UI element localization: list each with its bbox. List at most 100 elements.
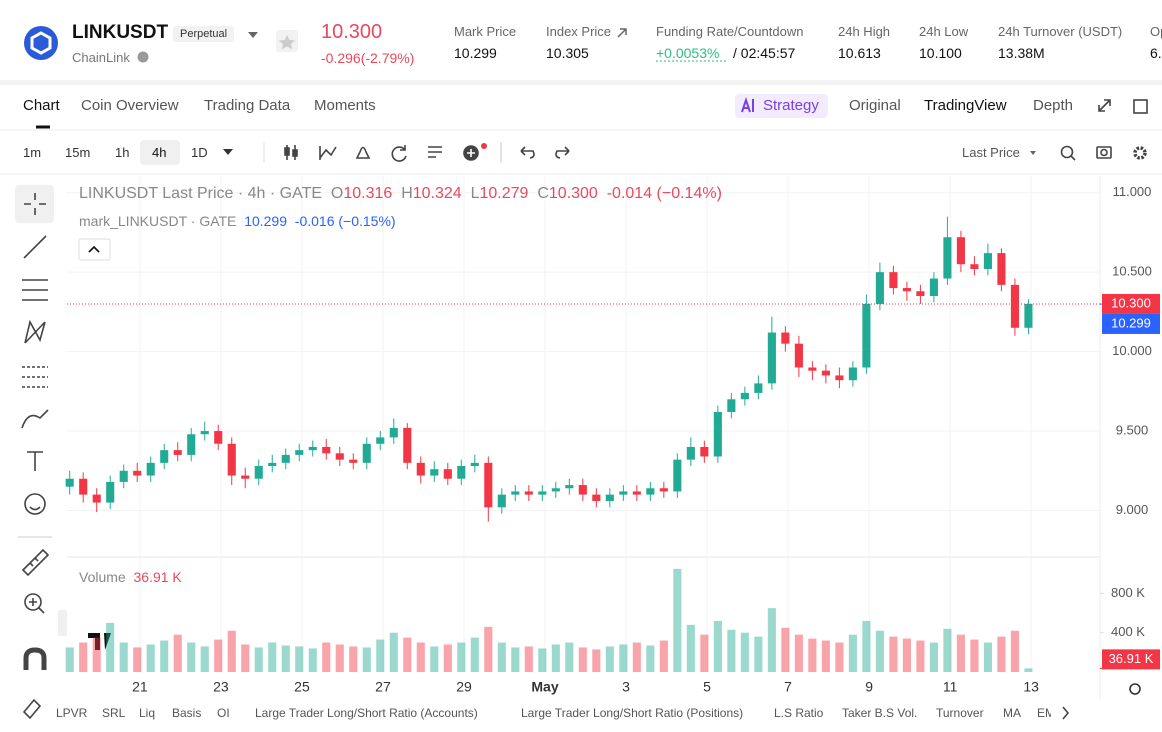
candle-body bbox=[767, 332, 776, 384]
legend-collapse-button[interactable] bbox=[78, 238, 111, 261]
volume-title: Volume bbox=[79, 569, 126, 585]
x-tick-label: May bbox=[531, 679, 558, 695]
candle-body bbox=[1024, 303, 1033, 328]
indicator[interactable]: Basis bbox=[172, 706, 202, 720]
indicator[interactable]: SRL bbox=[102, 706, 126, 720]
candle-body bbox=[835, 375, 844, 381]
replay-icon[interactable] bbox=[391, 145, 407, 162]
window-icon[interactable] bbox=[1133, 99, 1148, 114]
volume-bar bbox=[443, 644, 452, 672]
indicator[interactable]: L.S Ratio bbox=[774, 706, 824, 720]
view-button[interactable]: Depth bbox=[1033, 97, 1074, 114]
candle-body bbox=[821, 370, 830, 376]
candle-type-icon[interactable] bbox=[292, 149, 298, 157]
view-button[interactable]: Original bbox=[849, 97, 901, 114]
candle-body bbox=[862, 303, 871, 368]
coin-logo-mark bbox=[30, 31, 52, 55]
candle-type-icon[interactable] bbox=[284, 147, 290, 156]
indicator[interactable]: Turnover bbox=[936, 706, 984, 720]
volume-bar bbox=[214, 639, 223, 672]
volume-bar bbox=[659, 640, 668, 672]
interval[interactable]: 4h bbox=[152, 145, 167, 160]
toolbar-icons bbox=[284, 142, 1147, 163]
settings-icon[interactable] bbox=[1133, 146, 1147, 160]
indicator[interactable]: OI bbox=[217, 706, 230, 720]
ohlc-value: 10.316 bbox=[343, 185, 393, 202]
brush-tool[interactable] bbox=[21, 409, 49, 429]
stat-value: 13.38M bbox=[998, 45, 1045, 61]
projection-tool[interactable] bbox=[22, 366, 48, 388]
volume-bar bbox=[794, 634, 803, 672]
ohlc-key: H bbox=[401, 185, 413, 202]
x-tick-label: 9 bbox=[865, 679, 873, 695]
legend-change: -0.014 (−0.14%) bbox=[606, 185, 722, 202]
zoom-tool[interactable] bbox=[24, 593, 42, 611]
view-button[interactable]: Strategy bbox=[763, 97, 819, 114]
candle-body bbox=[322, 446, 331, 454]
view-button[interactable]: TradingView bbox=[924, 97, 1007, 114]
indicator[interactable]: Large Trader Long/Short Ratio (Positions… bbox=[521, 706, 744, 720]
candle-body bbox=[92, 494, 101, 503]
candle-body bbox=[524, 491, 533, 495]
volume-bar bbox=[173, 634, 182, 672]
interval-caret[interactable] bbox=[223, 149, 233, 155]
axis-settings-icon[interactable] bbox=[1129, 683, 1141, 695]
stat-value: 6. bbox=[1150, 45, 1162, 61]
pattern-tool[interactable] bbox=[24, 319, 46, 344]
candle-body bbox=[578, 485, 587, 495]
indicator-icon[interactable] bbox=[319, 146, 337, 160]
ohlc-key: O bbox=[330, 185, 344, 202]
magnet-tool[interactable] bbox=[23, 647, 47, 670]
undo-icon[interactable] bbox=[520, 146, 535, 159]
volume-bar bbox=[902, 638, 911, 672]
tab[interactable]: Moments bbox=[314, 97, 376, 114]
crosshair-tool[interactable] bbox=[24, 193, 46, 215]
stat-value: 10.305 bbox=[546, 45, 589, 61]
symbol-caret[interactable] bbox=[248, 32, 258, 38]
indicator[interactable]: Liq bbox=[139, 706, 156, 720]
measure-tool[interactable] bbox=[21, 548, 50, 577]
lock-tool[interactable] bbox=[22, 698, 42, 720]
camera-icon bbox=[1100, 148, 1108, 157]
price-type-caret[interactable] bbox=[1030, 151, 1036, 155]
tab[interactable]: Chart bbox=[23, 97, 60, 114]
candle-body bbox=[241, 475, 250, 479]
volume-bar bbox=[889, 636, 898, 672]
indicator[interactable]: Large Trader Long/Short Ratio (Accounts) bbox=[255, 706, 478, 720]
collapse-handle[interactable] bbox=[58, 610, 67, 636]
interval[interactable]: 1D bbox=[191, 145, 208, 160]
search-icon[interactable] bbox=[1060, 145, 1074, 159]
price-type[interactable]: Last Price bbox=[962, 145, 1020, 160]
interval[interactable]: 1m bbox=[23, 145, 42, 160]
info-icon[interactable] bbox=[137, 51, 149, 63]
volume-bar bbox=[470, 637, 479, 672]
x-tick-label: 21 bbox=[132, 679, 148, 695]
indicator[interactable]: MA bbox=[1003, 706, 1021, 720]
template-icon[interactable] bbox=[428, 146, 442, 158]
redo-icon[interactable] bbox=[555, 146, 570, 159]
indicators-next[interactable] bbox=[1062, 706, 1070, 720]
y-tick-label: 9.500 bbox=[1116, 422, 1149, 437]
trendline-tool[interactable] bbox=[23, 235, 47, 259]
interval[interactable]: 15m bbox=[65, 145, 91, 160]
emoji-tool[interactable] bbox=[24, 493, 46, 515]
camera-icon[interactable] bbox=[1096, 146, 1112, 159]
indicator[interactable]: LPVR bbox=[56, 706, 88, 720]
volume-bar bbox=[79, 642, 88, 672]
tab[interactable]: Coin Overview bbox=[81, 97, 179, 114]
fib-tool[interactable] bbox=[22, 279, 48, 301]
ohlc-key: L bbox=[470, 185, 480, 202]
active-tool-bg bbox=[15, 185, 54, 223]
candle-body bbox=[308, 446, 317, 451]
interval[interactable]: 1h bbox=[115, 145, 130, 160]
text-tool[interactable] bbox=[27, 451, 43, 471]
indicator[interactable]: Taker B.S Vol. bbox=[842, 706, 918, 720]
fullscreen-icon[interactable] bbox=[1098, 99, 1111, 112]
alert-icon[interactable] bbox=[355, 146, 371, 159]
active-interval-bg bbox=[140, 140, 180, 165]
indicator[interactable]: EM bbox=[1037, 706, 1051, 720]
candle-body bbox=[349, 459, 358, 463]
volume-legend: Volume 36.91 K bbox=[79, 569, 182, 585]
strategy-button[interactable] bbox=[735, 94, 828, 118]
tab[interactable]: Trading Data bbox=[204, 97, 291, 114]
